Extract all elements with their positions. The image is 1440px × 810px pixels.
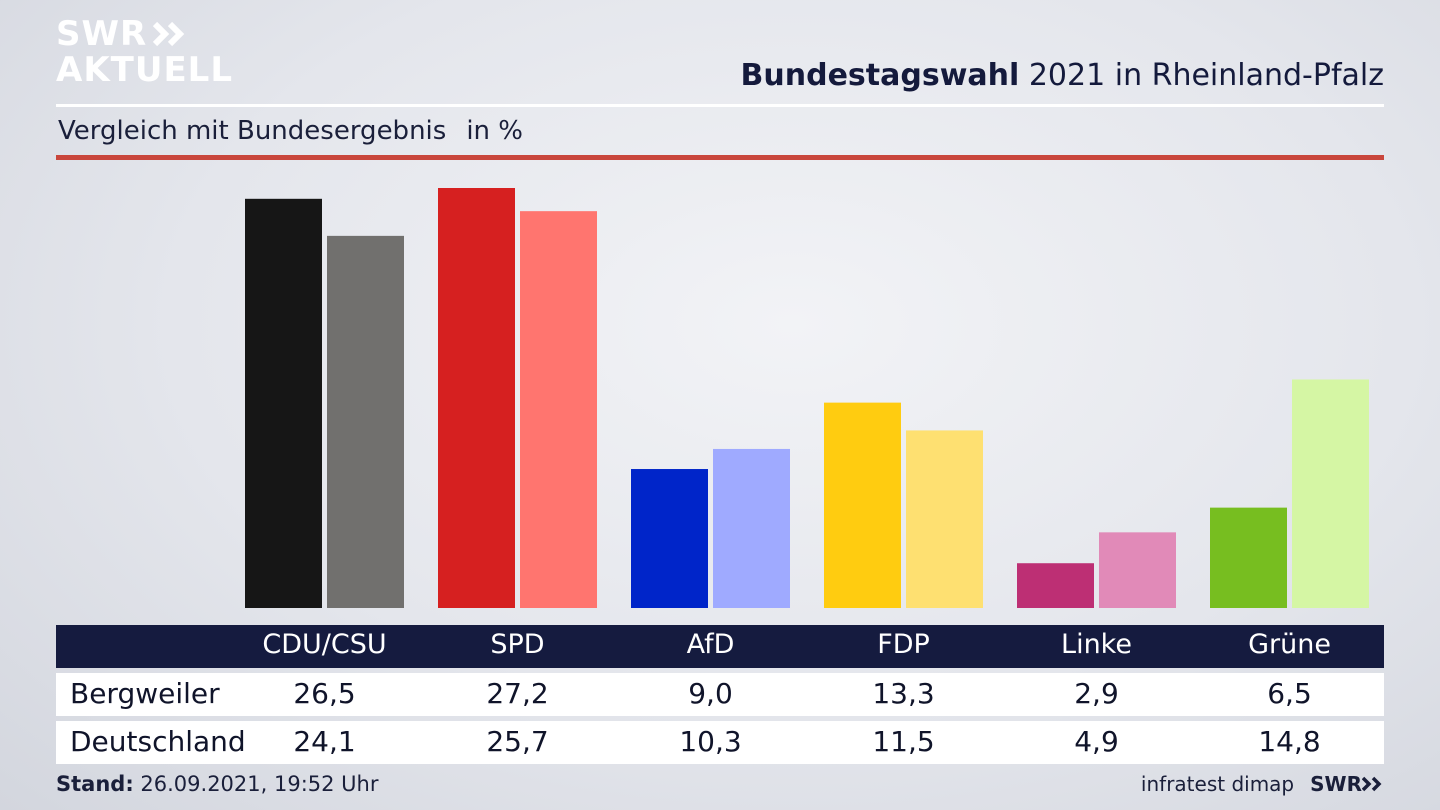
bar-gr-ne-deutschland — [1292, 379, 1369, 608]
bar-afd-bergweiler — [631, 469, 708, 608]
footer-swr-text: SWR — [1310, 772, 1362, 796]
value-bergweiler-linke: 2,9 — [1074, 677, 1119, 710]
bar-chart — [245, 188, 1369, 609]
bar-gr-ne-bergweiler — [1210, 507, 1287, 608]
title-rest: 2021 in Rheinland-Pfalz — [1019, 58, 1384, 93]
table-row: Bergweiler 26,5 27,2 9,0 13,3 2,9 6,5 — [56, 673, 1384, 716]
footer-swr-logo: SWR — [1310, 772, 1384, 796]
row-label-deutschland: Deutschland — [70, 725, 246, 758]
stand-value: 26.09.2021, 19:52 Uhr — [133, 772, 379, 796]
value-deutschland-fdp: 11,5 — [872, 725, 935, 758]
stand-label: Stand: — [56, 772, 134, 796]
subtitle-text: Vergleich mit Bundesergebnis — [58, 116, 447, 146]
chart-subtitle: Vergleich mit Bundesergebnis in % — [58, 116, 523, 146]
bar-linke-deutschland — [1099, 532, 1176, 608]
value-bergweiler-afd: 9,0 — [688, 677, 733, 710]
bar-fdp-deutschland — [906, 430, 983, 608]
category-label-afd: AfD — [686, 629, 735, 660]
value-deutschland-afd: 10,3 — [679, 725, 742, 758]
logo-swr: SWR — [56, 14, 148, 54]
value-bergweiler-spd: 27,2 — [486, 677, 549, 710]
table-row: Deutschland 24,1 25,7 10,3 11,5 4,9 14,8 — [56, 721, 1384, 764]
category-label-spd: SPD — [490, 629, 545, 660]
bar-afd-deutschland — [713, 448, 790, 608]
category-label-linke: Linke — [1061, 629, 1132, 660]
results-table: CDU/CSU SPD AfD FDP Linke Grüne Bergweiler 26… — [56, 625, 1384, 764]
value-bergweiler-fdp: 13,3 — [872, 677, 935, 710]
category-label-fdp: FDP — [877, 629, 930, 660]
value-deutschland-gr-ne: 14,8 — [1258, 725, 1321, 758]
bar-fdp-bergweiler — [824, 402, 901, 608]
value-bergweiler-gr-ne: 6,5 — [1267, 677, 1312, 710]
category-label-cdu-csu: CDU/CSU — [262, 629, 387, 660]
header-divider — [56, 104, 1384, 107]
bar-linke-bergweiler — [1017, 563, 1094, 608]
value-deutschland-spd: 25,7 — [486, 725, 549, 758]
bar-cdu-csu-bergweiler — [245, 198, 322, 608]
timestamp: Stand: 26.09.2021, 19:52 Uhr — [56, 772, 379, 796]
double-chevron-icon — [153, 21, 187, 47]
value-deutschland-linke: 4,9 — [1074, 725, 1119, 758]
unit-label: in % — [466, 116, 523, 146]
page-title: Bundestagswahl 2021 in Rheinland-Pfalz — [741, 58, 1384, 93]
bar-cdu-csu-deutschland — [327, 235, 404, 608]
row-label-bergweiler: Bergweiler — [70, 677, 220, 710]
table-header: CDU/CSU SPD AfD FDP Linke Grüne — [56, 625, 1384, 668]
value-bergweiler-cdu-csu: 26,5 — [293, 677, 356, 710]
bar-spd-bergweiler — [438, 188, 515, 608]
swr-aktuell-logo: SWR AKTUELL — [56, 16, 233, 88]
double-chevron-icon — [1362, 776, 1382, 792]
source-credit: infratest dimap SWR — [1141, 772, 1384, 796]
logo-aktuell: AKTUELL — [56, 50, 234, 90]
value-deutschland-cdu-csu: 24,1 — [293, 725, 356, 758]
bar-spd-deutschland — [520, 211, 597, 609]
subtitle-divider — [56, 155, 1384, 160]
title-bold: Bundestagswahl — [740, 58, 1020, 93]
source-text: infratest dimap — [1140, 772, 1295, 796]
category-label-gr-ne: Grüne — [1248, 629, 1331, 660]
